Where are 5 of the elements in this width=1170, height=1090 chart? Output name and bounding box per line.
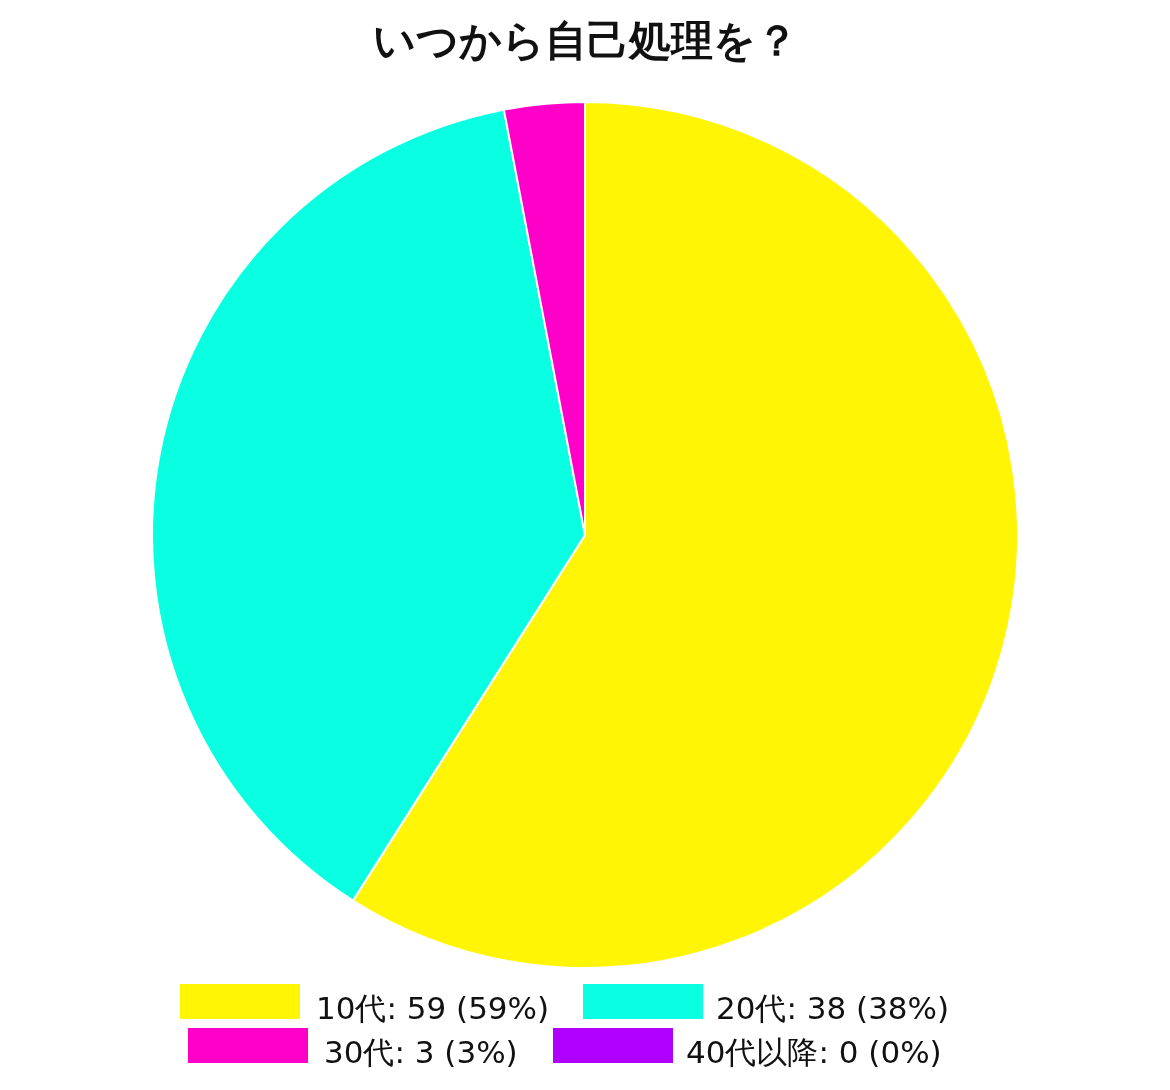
legend-label: 10代: 59 (59%) bbox=[316, 990, 550, 1026]
chart-title: いつから自己処理を？ bbox=[372, 16, 798, 65]
legend-label: 30代: 3 (3%) bbox=[324, 1034, 518, 1070]
legend-label: 20代: 38 (38%) bbox=[716, 990, 950, 1026]
legend-label: 40代以降: 0 (0%) bbox=[686, 1034, 942, 1070]
